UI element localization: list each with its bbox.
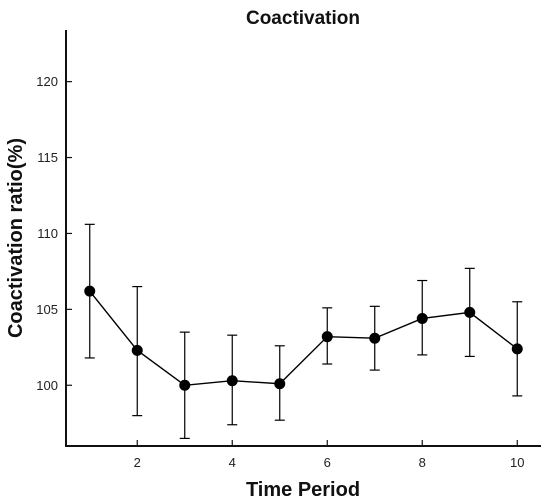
y-tick-label: 120 [36,74,58,89]
chart-title: Coactivation [246,8,360,29]
data-point [464,306,476,318]
y-tick-label: 100 [36,378,58,393]
data-point [321,331,333,343]
data-point [179,379,191,391]
y-tick-label: 110 [37,226,58,241]
x-axis-label: Time Period [246,479,360,501]
x-tick-label: 4 [229,455,236,470]
x-tick-label: 2 [134,455,141,470]
data-point [274,378,286,390]
data-point [131,344,143,356]
data-point [511,343,523,355]
y-axis-label: Coactivation ratio(%) [5,138,27,338]
x-tick-label: 10 [510,455,524,470]
data-point [416,312,428,324]
data-point [369,332,381,344]
plot-area: 100 105 110 115 120 2 4 6 8 10 [36,30,541,470]
data-point [226,375,238,387]
x-tick-label: 6 [324,455,331,470]
y-tick-label: 105 [36,302,58,317]
x-tick-label: 8 [419,455,426,470]
data-point [84,285,96,297]
series-line [89,290,518,386]
y-tick-label: 115 [37,150,58,165]
